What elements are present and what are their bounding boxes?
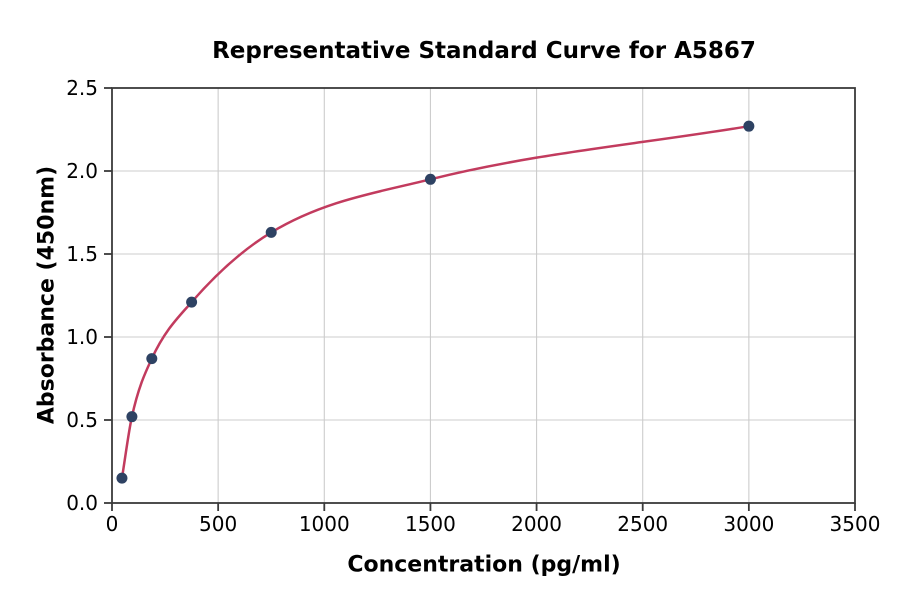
data-point <box>265 226 277 238</box>
x-tick-label: 1500 <box>405 512 456 536</box>
plot-spines <box>111 87 856 504</box>
data-point <box>186 296 198 308</box>
data-point <box>743 120 755 132</box>
data-point <box>116 472 128 484</box>
fit-curve <box>120 124 751 480</box>
x-tick-label: 0 <box>106 512 119 536</box>
x-tick-label: 3000 <box>723 512 774 536</box>
x-tick-labels: 0 500 1000 1500 2000 2500 3000 3500 <box>106 512 881 536</box>
x-tick-label: 500 <box>199 512 237 536</box>
tick-marks <box>104 87 856 511</box>
chart-title: Representative Standard Curve for A5867 <box>212 38 756 64</box>
data-point <box>424 173 436 185</box>
y-axis-label: Absorbance (450nm) <box>34 165 60 425</box>
y-tick-label: 0.0 <box>66 491 98 515</box>
y-tick-label: 2.5 <box>66 76 98 100</box>
x-tick-label: 2500 <box>617 512 668 536</box>
data-points <box>116 120 755 484</box>
x-tick-label: 2000 <box>511 512 562 536</box>
data-point <box>146 353 158 365</box>
y-tick-label: 0.5 <box>66 408 98 432</box>
gridlines <box>112 88 855 503</box>
data-point <box>126 411 138 423</box>
x-tick-label: 1000 <box>299 512 350 536</box>
x-axis-label: Concentration (pg/ml) <box>347 552 621 578</box>
y-tick-label: 1.0 <box>66 325 98 349</box>
x-tick-label: 3500 <box>830 512 881 536</box>
y-tick-labels: 0.0 0.5 1.0 1.5 2.0 2.5 <box>66 76 98 515</box>
y-tick-label: 2.0 <box>66 159 98 183</box>
y-tick-label: 1.5 <box>66 242 98 266</box>
